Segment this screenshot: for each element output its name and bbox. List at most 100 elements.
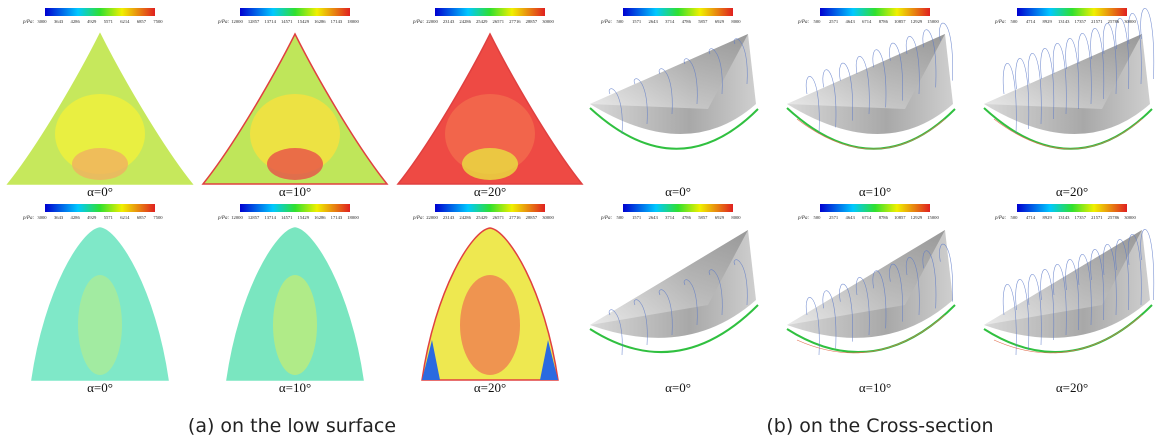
contour-region (72, 148, 128, 180)
colorbar-tick-label: 21571 (1091, 215, 1103, 220)
body-top (590, 230, 748, 325)
panel: p/Pa: 22000 23143 24286 25429 26571 27716 28857… (396, 8, 584, 199)
contour-region (422, 340, 440, 380)
colorbar-tick-label: 4286 (71, 19, 81, 24)
streamline (1040, 48, 1055, 120)
colorbar-tick-label: 4929 (87, 19, 97, 24)
colorbar-tick-label: 23143 (443, 215, 455, 220)
colorbar-tick-label: 27716 (509, 19, 521, 24)
colorbar-tick-label: 6929 (715, 19, 725, 24)
streamline (1115, 239, 1130, 311)
colorbar-tick-label: 22000 (426, 215, 438, 220)
streamline (1002, 63, 1017, 135)
lower-edge (983, 107, 1153, 150)
colorbar-tick-label: 30000 (1124, 215, 1136, 220)
colorbar-tick-label: 500 (617, 19, 625, 24)
panel-caption: α=20° (1056, 184, 1088, 199)
streamline (905, 36, 920, 95)
streamline (1027, 53, 1042, 125)
colorbar-tick-label: 500 (814, 19, 822, 24)
panel-caption: α=10° (859, 380, 891, 395)
streamline (633, 299, 648, 346)
streamline (1065, 38, 1080, 110)
colorbar-tick-label: 2643 (649, 19, 659, 24)
contour-region (273, 275, 317, 375)
panel-caption: α=10° (279, 184, 311, 199)
body-top (787, 230, 945, 325)
streamline (1052, 264, 1067, 336)
panel: p/Pa: 3000 3643 4286 4929 5571 6214 6857 7500 α=0… (22, 204, 169, 395)
colorbar-label: p/Pa: (797, 20, 809, 25)
colorbar-tick-label: 3000 (37, 215, 47, 220)
streamline (1027, 274, 1042, 346)
colorbar-tick-label: 6929 (715, 215, 725, 220)
colorbar-tick-label: 10857 (894, 19, 906, 24)
colorbar-tick-label: 17357 (1075, 19, 1087, 24)
colorbar-tick-label: 5857 (698, 215, 708, 220)
panel: p/Pa: 500 4714 8929 13143 17357 21571 25786 3000… (983, 204, 1155, 395)
subfigure-caption: (a) on the low surface (188, 415, 396, 437)
colorbar-tick-label: 28857 (526, 215, 538, 220)
colorbar-tick-label: 7500 (153, 19, 163, 24)
panel-caption: α=20° (474, 184, 506, 199)
colorbar-tick-label: 13143 (1058, 215, 1070, 220)
colorbar (623, 204, 733, 212)
colorbar-tick-label: 500 (1011, 19, 1019, 24)
colorbar-tick-label: 21571 (1091, 19, 1103, 24)
colorbar-tick-label: 500 (617, 215, 625, 220)
streamline (608, 309, 623, 356)
colorbar-tick-label: 15429 (298, 19, 310, 24)
streamline (839, 283, 853, 342)
colorbar-label: p/Pa: (412, 20, 424, 25)
streamline (708, 269, 723, 316)
colorbar-tick-label: 6857 (137, 215, 147, 220)
colorbar-tick-label: 3643 (54, 215, 64, 220)
colorbar-tick-label: 22000 (426, 19, 438, 24)
panel-caption: α=0° (665, 184, 691, 199)
colorbar-tick-label: 17143 (331, 215, 343, 220)
subfigure: p/Pa: 500 1571 2643 3714 4786 5857 6929 8000 α=0°… (589, 8, 1155, 437)
colorbar-tick-label: 3714 (665, 19, 675, 24)
streamline (839, 62, 853, 121)
body-top (787, 34, 945, 109)
streamline (1015, 58, 1030, 130)
colorbar-tick-label: 8000 (731, 215, 741, 220)
colorbar-tick-label: 30000 (542, 19, 554, 24)
colorbar-label: p/Pa: (600, 20, 612, 25)
streamline (1102, 23, 1117, 95)
streamline (733, 259, 748, 306)
colorbar-tick-label: 24286 (459, 19, 471, 24)
body-top (984, 230, 1142, 325)
colorbar-tick-label: 18000 (347, 19, 359, 24)
colorbar-tick-label: 24286 (459, 215, 471, 220)
colorbar-tick-label: 12857 (248, 19, 260, 24)
streamline (855, 56, 870, 115)
colorbar-tick-label: 14571 (281, 19, 293, 24)
contour-region (55, 94, 145, 174)
colorbar-tick-label: 6214 (120, 19, 130, 24)
streamline (855, 277, 870, 336)
colorbar-tick-label: 15000 (927, 215, 939, 220)
streamline (822, 69, 837, 128)
streamline (889, 42, 903, 101)
colorbar-tick-label: 12000 (231, 215, 243, 220)
streamline (872, 270, 887, 329)
contour-region (250, 94, 340, 174)
colorbar-tick-label: 17357 (1075, 215, 1087, 220)
panel: p/Pa: 500 2571 4643 6714 8786 10857 12929 15000 α… (786, 204, 956, 395)
colorbar-tick-label: 4786 (682, 19, 692, 24)
colorbar-tick-label: 13143 (1058, 19, 1070, 24)
streamline (872, 49, 887, 108)
colorbar-tick-label: 25786 (1108, 215, 1120, 220)
colorbar-tick-label: 6214 (120, 215, 130, 220)
streamline (1127, 234, 1142, 306)
streamline (889, 263, 903, 322)
panel-caption: α=20° (474, 380, 506, 395)
streamline (796, 314, 946, 354)
colorbar-tick-label: 15000 (927, 19, 939, 24)
panel-caption: α=20° (1056, 380, 1088, 395)
streamline (822, 290, 837, 349)
colorbar (45, 204, 155, 212)
colorbar (240, 204, 350, 212)
colorbar-tick-label: 13714 (264, 19, 276, 24)
